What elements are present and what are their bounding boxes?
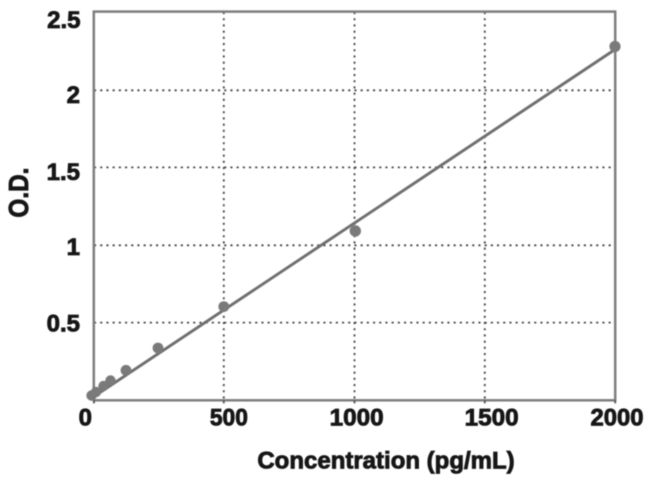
svg-text:O.D.: O.D. bbox=[3, 168, 34, 218]
svg-text:1500: 1500 bbox=[465, 405, 519, 432]
svg-text:0: 0 bbox=[79, 405, 92, 432]
svg-text:1000: 1000 bbox=[330, 405, 384, 432]
svg-text:2000: 2000 bbox=[591, 405, 644, 432]
svg-text:0.5: 0.5 bbox=[47, 311, 80, 338]
svg-text:1.5: 1.5 bbox=[47, 159, 80, 186]
svg-text:500: 500 bbox=[210, 405, 248, 432]
svg-text:Concentration (pg/mL): Concentration (pg/mL) bbox=[257, 448, 514, 475]
svg-text:2: 2 bbox=[67, 82, 80, 109]
svg-text:1: 1 bbox=[67, 234, 80, 261]
svg-text:2.5: 2.5 bbox=[47, 7, 80, 34]
